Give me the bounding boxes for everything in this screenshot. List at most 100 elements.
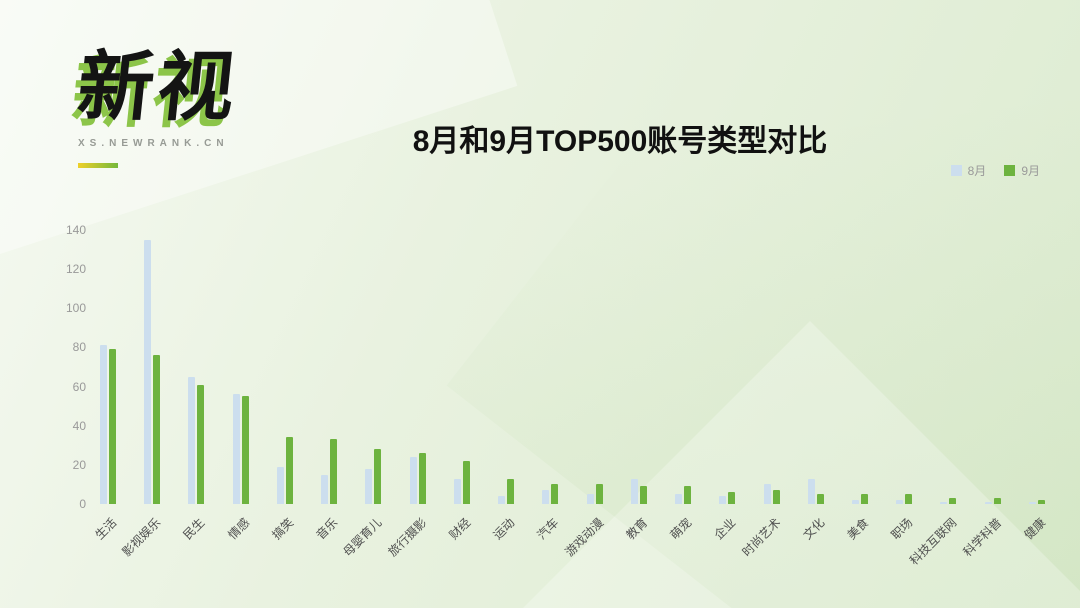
y-tick-label: 140 [65,223,86,237]
bar-8月 [542,490,550,504]
bar-8月 [144,239,152,504]
bar-group: 健康 [1021,230,1048,542]
x-axis-label: 音乐 [313,515,341,543]
bar-9月 [595,484,603,504]
bar-9月 [153,355,161,504]
bar-group: 科学科普 [960,230,1004,559]
bar-group: 游戏动漫 [562,230,606,559]
x-axis-label: 母婴育儿 [340,515,385,560]
x-axis-label: 情感 [225,515,253,543]
bar-8月 [100,345,107,504]
bar-8月 [675,494,683,504]
bar-group: 科技互联网 [907,230,960,568]
bar-9月 [684,486,692,504]
legend-swatch [950,165,962,176]
bar-8月 [763,484,771,504]
brand-site-url: XS.NEWRANK.CN [78,137,229,149]
bar-9月 [285,437,293,504]
x-axis-label: 财经 [446,515,474,543]
legend-item[interactable]: 9月 [1004,162,1040,179]
x-axis-label: 民生 [180,515,208,543]
x-axis-label: 生活 [92,515,120,543]
bar-9月 [197,384,205,504]
bar-9月 [905,494,913,504]
bar-8月 [586,494,594,504]
bar-8月 [984,502,992,504]
bar-group: 旅行摄影 [385,230,429,559]
bar-group: 文化 [800,230,827,542]
bar-9月 [949,498,957,504]
bar-9月 [374,449,382,504]
y-tick-label: 80 [72,340,86,355]
bar-group: 音乐 [314,230,340,542]
bar-8月 [365,468,373,504]
bar-8月 [453,478,461,504]
x-axis-label: 旅行摄影 [385,515,429,560]
bar-group: 美食 [844,230,871,542]
bar-group: 影视娱乐 [120,230,164,559]
bar-group: 运动 [491,230,517,542]
x-axis-label: 影视娱乐 [119,515,164,560]
bar-8月 [498,496,506,504]
bar-group: 教育 [623,230,650,542]
legend: 8月 9月 [950,162,1040,179]
bar-9月 [772,490,780,504]
bar-9月 [551,484,559,504]
bar-8月 [1028,502,1036,504]
y-tick-label: 20 [72,457,86,472]
bar-9月 [816,494,824,504]
bar-8月 [940,502,948,504]
bar-group: 搞笑 [269,230,296,542]
legend-label: 8月 [967,164,987,178]
bar-8月 [276,466,284,504]
bar-group: 汽车 [535,230,562,542]
bar-9月 [639,486,647,504]
bar-9月 [462,460,470,504]
plot-area: 0 20 40 60 80 100 120 140 生活 影视娱乐 民生 情感 搞笑 音乐 母婴育儿 旅行摄… [66,223,1048,568]
bar-group: 民生 [181,230,208,542]
brand-name: 新视 [73,45,243,130]
legend-item[interactable]: 8月 [950,162,987,179]
bar-9月 [728,492,736,504]
bar-9月 [330,439,338,504]
bar-8月 [321,474,329,504]
bar-group: 母婴育儿 [341,230,385,559]
bar-9月 [860,494,868,504]
y-tick-label: 40 [72,418,86,433]
bar-9月 [507,478,515,504]
x-axis-label: 运动 [490,515,518,543]
y-tick-label: 100 [65,301,86,316]
bar-group: 职场 [889,230,916,542]
bar-8月 [409,457,417,504]
brand-accent-bar [78,162,118,168]
brand-logo: 新视 XS.NEWRANK.CN [74,45,242,168]
bar-8月 [851,500,859,504]
bar-group: 财经 [446,230,473,542]
bar-group: 企业 [712,230,739,542]
bar-group: 时尚艺术 [739,230,783,559]
bar-8月 [719,496,727,504]
y-tick-label: 0 [79,497,86,511]
bar-group: 生活 [92,230,119,542]
bar-9月 [1037,500,1045,504]
bar-9月 [418,453,426,504]
bar-group: 萌宠 [667,230,694,542]
x-axis-label: 搞笑 [269,515,297,543]
bar-8月 [896,500,904,504]
x-axis-label: 汽车 [534,515,562,543]
bar-9月 [241,396,249,504]
bar-group: 情感 [225,230,252,542]
bar-8月 [232,394,240,504]
bar-8月 [807,478,815,504]
bar-chart: 0 20 40 60 80 100 120 140 生活 影视娱乐 民生 情感 搞笑 音乐 母婴育儿 旅行摄… [66,223,1048,568]
bar-8月 [188,376,196,504]
chart-title: 8月和9月TOP500账号类型对比 [412,125,828,158]
y-tick-label: 120 [65,262,86,277]
bar-9月 [993,498,1001,504]
bar-9月 [109,349,116,504]
bar-8月 [630,478,638,504]
y-tick-label: 60 [72,379,86,394]
legend-label: 9月 [1021,164,1040,178]
legend-swatch [1004,165,1016,176]
